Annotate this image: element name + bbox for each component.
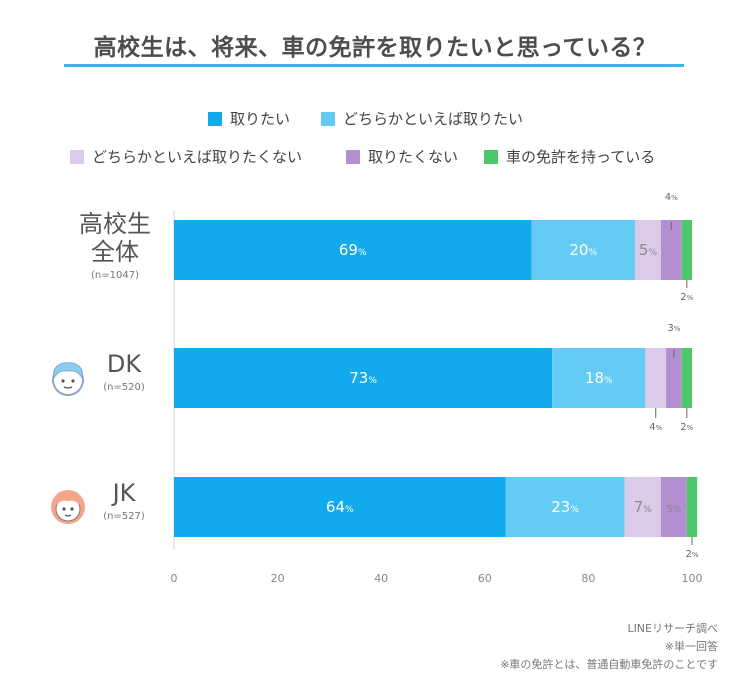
group-label-dk-n: (n=520) (103, 382, 145, 393)
bar-segment-2-3 (645, 348, 667, 408)
chart-title: 高校生は、将来、車の免許を取りたいと思っている？ (93, 35, 657, 61)
license-note: ※車の免許とは、普通自動車免許のことです (500, 658, 718, 671)
group-label-dk: DK (n=520) (92, 350, 156, 393)
data-label-3-2: 23% (551, 498, 579, 516)
group-label-dk-line1: DK (106, 350, 142, 378)
legend-label-5: 車の免許を持っている (506, 148, 656, 166)
legend-item-4: 取りたくない (346, 146, 458, 167)
legend-swatch-3 (70, 149, 84, 164)
x-tick-label-4: 60 (478, 572, 492, 585)
data-label-2-3: 4% (649, 422, 662, 433)
legend-item-3: どちらかといえば取りたくない (70, 146, 302, 167)
data-label-2-2: 18% (585, 369, 613, 387)
girl-face-icon (48, 487, 88, 527)
bar-segment-3-5 (686, 477, 698, 537)
bar-segment-2-2 (552, 348, 646, 408)
bar-segment-1-4 (660, 220, 682, 280)
bar-segment-3-1 (174, 477, 506, 537)
legend-swatch-2 (321, 111, 335, 126)
answer-note: ※単一回答 (664, 640, 718, 653)
legend-label-4: 取りたくない (368, 148, 459, 166)
data-label-1-2: 20% (569, 241, 597, 259)
bar-segment-2-5 (681, 348, 692, 408)
legend-label-2: どちらかといえば取りたい (343, 110, 524, 128)
data-label-1-3: 5% (639, 241, 658, 259)
data-label-3-3: 7% (634, 498, 653, 516)
bar-segment-3-4 (660, 477, 687, 537)
legend-label-3: どちらかといえば取りたくない (92, 148, 303, 166)
title-underline (64, 64, 684, 67)
legend-item-5: 車の免許を持っている (484, 146, 655, 167)
data-label-1-1: 69% (339, 241, 367, 259)
bar-segment-2-4 (666, 348, 682, 408)
group-label-all: 高校生 全体 (n=1047) (60, 210, 170, 281)
legend-item-1: 取りたい (208, 108, 290, 129)
data-label-1-5: 2% (680, 292, 693, 303)
source-note: LINEリサーチ調べ (627, 622, 718, 635)
data-label-3-1: 64% (326, 498, 354, 516)
legend-swatch-5 (484, 149, 498, 164)
bar-segment-3-3 (624, 477, 661, 537)
group-label-jk-line1: JK (112, 479, 136, 507)
data-label-1-4: 4% (665, 192, 678, 203)
legend-label-1: 取りたい (230, 110, 291, 128)
group-label-all-line1: 高校生 (79, 210, 151, 238)
bar-segment-1-3 (635, 220, 661, 280)
bar-segment-1-5 (681, 220, 692, 280)
bar-segment-3-2 (505, 477, 625, 537)
x-tick-label-3: 40 (374, 572, 388, 585)
legend-item-2: どちらかといえば取りたい (321, 108, 523, 129)
legend-swatch-4 (346, 149, 360, 164)
legend-swatch-1 (208, 111, 222, 126)
boy-face-icon (48, 358, 88, 398)
group-label-jk-n: (n=527) (103, 511, 145, 522)
x-tick-label-6: 100 (682, 572, 703, 585)
group-label-jk: JK (n=527) (92, 479, 156, 522)
group-label-all-line2: 全体 (91, 238, 139, 266)
data-label-2-5: 2% (680, 422, 693, 433)
data-label-2-1: 73% (349, 369, 377, 387)
group-label-all-n: (n=1047) (91, 270, 139, 281)
bar-segment-1-2 (531, 220, 636, 280)
data-label-3-5: 2% (685, 549, 698, 560)
x-tick-label-2: 20 (271, 572, 285, 585)
bar-segment-1-1 (174, 220, 532, 280)
data-label-2-4: 3% (667, 323, 680, 334)
bar-segment-2-1 (174, 348, 553, 408)
data-label-3-4: 5% (666, 504, 681, 515)
x-tick-label-1: 0 (171, 572, 178, 585)
x-tick-label-5: 80 (581, 572, 595, 585)
